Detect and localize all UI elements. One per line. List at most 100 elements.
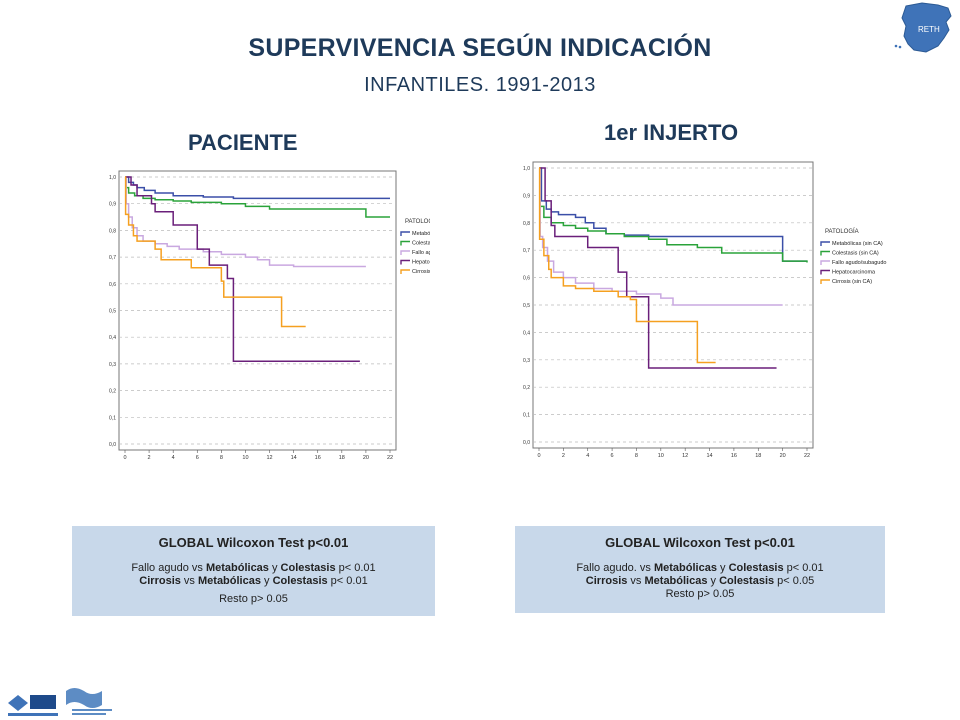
x-tick-label: 6 [196,455,199,461]
legend-label: Cirrosis (sin CA) [412,269,430,275]
stats-line-1: Fallo agudo vs Metabólicas y Colestasis … [131,562,376,574]
legend-swatch [400,259,410,265]
panel-title-injerto: 1er INJERTO [604,120,739,145]
stats-box-injerto: GLOBAL Wilcoxon Test p<0.01 Fallo agudo.… [515,526,885,613]
stats-line-3: Resto p> 0.05 [665,588,735,600]
island-dot [898,45,902,49]
y-tick-label: 0,2 [523,385,530,391]
x-tick-label: 2 [562,453,565,459]
y-tick-label: 0,8 [109,228,116,234]
y-tick-label: 0,4 [109,335,116,341]
y-tick-label: 0,2 [109,389,116,395]
x-tick-label: 10 [658,453,664,459]
page-subtitle: INFANTILES. 1991-2013 [364,74,596,96]
footer-logos [8,688,112,716]
x-tick-label: 14 [706,453,712,459]
y-tick-label: 0,0 [109,442,116,448]
y-tick-label: 0,4 [523,330,530,336]
y-tick-label: 1,0 [523,166,530,172]
ont-logo-strip [8,713,58,716]
y-tick-label: 0,0 [523,440,530,446]
legend-label: Colestasis (sin CA) [412,241,430,247]
x-tick-label: 2 [148,455,151,461]
y-tick-label: 1,0 [109,175,116,181]
y-tick-label: 0,7 [109,255,116,261]
y-tick-label: 0,1 [523,413,530,419]
stats-line-2: Cirrosis vs Metabólicas y Colestasis p< … [585,575,815,587]
legend-swatch [400,269,410,274]
series-line-2 [539,167,783,306]
x-tick-label: 8 [635,453,638,459]
legend-swatch [820,250,830,256]
y-tick-label: 0,1 [109,415,116,421]
x-tick-label: 20 [780,453,786,459]
series-line-1 [539,167,808,263]
legend-label: Metabólicas (sin CA) [412,231,430,237]
series-line-3 [539,167,777,369]
x-tick-label: 0 [537,453,540,459]
stats-line-1: Fallo agudo. vs Metabólicas y Colestasis… [576,562,824,574]
ont-logo-mark [8,695,28,711]
stats-line-2: Cirrosis vs Metabólicas y Colestasis p< … [139,575,368,587]
y-tick-label: 0,8 [523,221,530,227]
y-tick-label: 0,5 [523,303,530,309]
legend-label: Metabólicas (sin CA) [832,241,883,247]
x-tick-label: 4 [586,453,589,459]
seth-logo-text-line [72,709,112,711]
map-shape [901,2,952,53]
legend-swatch [400,240,410,246]
legend-label: Cirrosis (sin CA) [832,279,872,285]
stats-heading: GLOBAL Wilcoxon Test p<0.01 [605,535,795,550]
legend-label: Hepatocarcinoma [832,270,876,276]
x-tick-label: 12 [266,455,272,461]
x-tick-label: 20 [363,455,369,461]
survival-chart-paciente: 0,0 0,1 0,2 0,3 0,4 0,5 0,6 0,7 0,8 0,9 1,0 0 2 4 6 8 10… [109,170,430,461]
x-tick-label: 18 [755,453,761,459]
stats-line-3: Resto p> 0.05 [219,593,288,605]
legend-swatch [820,269,830,275]
y-tick-label: 0,6 [109,282,116,288]
x-tick-label: 0 [123,455,126,461]
series-line-0 [539,167,807,262]
y-tick-label: 0,3 [109,362,116,368]
x-tick-label: 16 [731,453,737,459]
x-tick-label: 16 [315,455,321,461]
legend-swatch [400,231,410,236]
y-tick-label: 0,5 [109,309,116,315]
ont-logo-bar [30,695,56,709]
stats-heading: GLOBAL Wilcoxon Test p<0.01 [158,535,349,550]
island-dot [894,44,898,48]
legend-label: Fallo agudo/subagudo [832,260,886,266]
x-tick-label: 6 [611,453,614,459]
series-line-0 [125,176,390,200]
series-line-3 [125,176,360,362]
y-tick-label: 0,9 [523,193,530,199]
series-line-2 [125,176,366,268]
series-line-4 [124,176,306,328]
y-tick-label: 0,9 [109,202,116,208]
x-tick-label: 22 [804,453,810,459]
legend-title: PATOLOGÍA [405,218,430,225]
stats-box-paciente: GLOBAL Wilcoxon Test p<0.01 Fallo agudo … [72,526,435,616]
y-tick-label: 0,3 [523,358,530,364]
legend-title: PATOLOGÍA [825,228,859,235]
x-tick-label: 4 [172,455,175,461]
series-line-1 [125,176,390,218]
legend-label: Fallo agudo/subagudo [412,250,430,256]
x-tick-label: 18 [339,455,345,461]
x-tick-label: 12 [682,453,688,459]
panel-title-paciente: PACIENTE [188,130,298,155]
y-tick-label: 0,6 [523,276,530,282]
seth-logo-mark [66,688,102,708]
page-title: SUPERVIVENCIA SEGÚN INDICACIÓN [248,34,712,62]
series-line-4 [538,167,716,364]
x-tick-label: 8 [220,455,223,461]
legend-swatch [400,250,410,255]
x-tick-label: 10 [242,455,248,461]
legend-label: Colestasis (sin CA) [832,251,879,257]
x-tick-label: 22 [387,455,393,461]
legend-swatch [820,260,830,265]
seth-logo-text-line [72,713,106,715]
y-tick-label: 0,7 [523,248,530,254]
survival-chart-injerto: 0,0 0,1 0,2 0,3 0,4 0,5 0,6 0,7 0,8 0,9 1,0 0 2 4 6 8 10… [523,161,886,459]
